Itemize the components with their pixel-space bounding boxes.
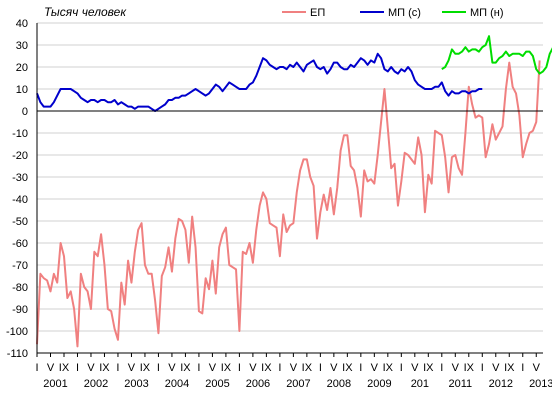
y-tick-label: 40 [16,18,28,30]
x-tick-labels: I V IX I V IX I V IX I V IX I V IX I V IX I V IX I V IX I V IX I V IX… [35,362,540,374]
x-tick-label: V [492,362,500,374]
x-tick-label: V [533,362,541,374]
x-tick-label: V [371,362,379,374]
y-tick-label: -70 [12,260,28,272]
x-tick-label: I [440,362,443,374]
series-line-2 [441,35,552,75]
year-label: 2006 [246,378,270,390]
year-label: 2008 [327,378,351,390]
x-tick-label: I [400,362,403,374]
year-label: 2004 [165,378,189,390]
x-tick-label: IX [302,362,313,374]
x-tick-label: IX [140,362,151,374]
year-label: 2002 [84,378,108,390]
year-label: 2003 [124,378,148,390]
year-label: 2011 [449,378,473,390]
y-tick-label: -20 [12,150,28,162]
x-tick-label: IX [504,362,515,374]
y-tick-label: -110 [7,348,28,360]
x-tick-label: V [452,362,460,374]
year-label: 2007 [286,378,310,390]
chart-title: Тысяч человек [44,5,127,19]
x-tick-label: I [359,362,362,374]
y-tick-label: -90 [12,304,28,316]
x-tick-label: V [168,362,176,374]
y-tick-label: 30 [16,40,28,52]
x-tick-label: I [197,362,200,374]
x-tick-label: V [128,362,136,374]
x-tick-label: V [209,362,217,374]
x-tick-label: IX [59,362,70,374]
year-label: 2001 [43,378,67,390]
legend-label: МП (н) [470,7,504,19]
y-tick-labels: 40 30 20 10 0 -10 -20 -30 -40 -50 -60 -70 -80 -90 -100… [6,18,28,360]
x-tick-label: V [249,362,257,374]
x-tick-label: V [290,362,298,374]
x-tick-label: I [521,362,524,374]
x-tick-label: V [411,362,419,374]
y-tick-label: -50 [12,216,28,228]
year-labels: 2001 2002 2003 2004 2005 2006 2007 2008 2009 201 2… [43,378,552,390]
x-tick-label: IX [464,362,475,374]
y-tick-label: -30 [12,172,28,184]
x-tick-label: IX [99,362,110,374]
x-tick-label: I [278,362,281,374]
x-tick-label: IX [423,362,434,374]
year-label: 2013 [529,378,552,390]
x-tick-label: I [319,362,322,374]
year-label: 2009 [367,378,391,390]
y-tick-label: -60 [12,238,28,250]
y-tick-label: 0 [22,106,28,118]
x-tick-label: V [87,362,95,374]
y-tick-label: -10 [12,128,28,140]
x-tick-label: I [76,362,79,374]
x-tick-label: I [481,362,484,374]
series-line-0 [36,60,541,348]
legend-label: ЕП [310,7,325,19]
x-tick-label: IX [383,362,394,374]
year-label: 201 [411,378,429,390]
x-tick-label: V [330,362,338,374]
y-tick-label: -80 [12,282,28,294]
year-label: 2012 [489,378,513,390]
x-tick-label: I [116,362,119,374]
x-tick-label: IX [342,362,353,374]
x-tick-label: IX [180,362,191,374]
x-tick-label: IX [221,362,232,374]
x-tick-label: I [238,362,241,374]
legend: ЕП МП (с) МП (н) [282,7,504,19]
grid-lines [37,22,543,354]
y-tick-label: 20 [16,62,28,74]
year-label: 2005 [205,378,229,390]
y-tick-label: -100 [6,326,28,338]
y-tick-label: -40 [12,194,28,206]
series-lines [36,35,552,348]
x-tick-label: I [35,362,38,374]
x-tick-label: I [157,362,160,374]
axes [36,23,543,357]
x-tick-label: V [47,362,55,374]
series-line-1 [36,52,483,112]
x-tick-label: IX [261,362,272,374]
legend-label: МП (с) [388,7,421,19]
y-tick-label: 10 [16,84,28,96]
